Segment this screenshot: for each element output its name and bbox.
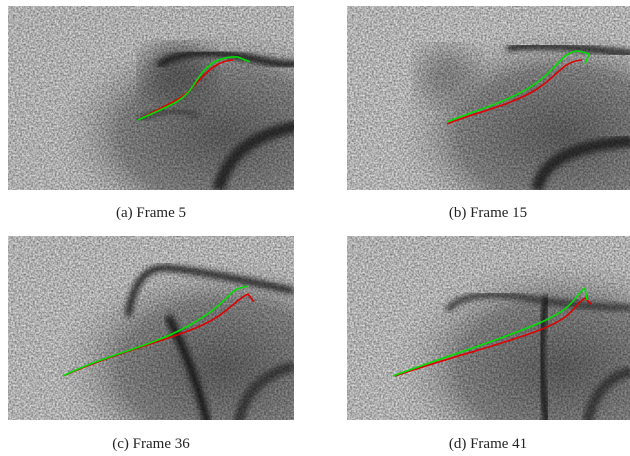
caption: (a) Frame 5 <box>116 205 186 221</box>
figure: (a) Frame 5 (b) Frame 15 (c) Frame 36 (d… <box>0 0 630 456</box>
panel-image <box>347 6 630 190</box>
caption: (d) Frame 41 <box>449 436 527 452</box>
page: (a) Frame 5 (b) Frame 15 (c) Frame 36 (d… <box>0 0 630 456</box>
panel-image <box>8 6 298 190</box>
caption: (b) Frame 15 <box>449 205 527 221</box>
panel-image <box>8 236 294 425</box>
caption: (c) Frame 36 <box>112 436 190 452</box>
panel-image <box>347 236 630 425</box>
